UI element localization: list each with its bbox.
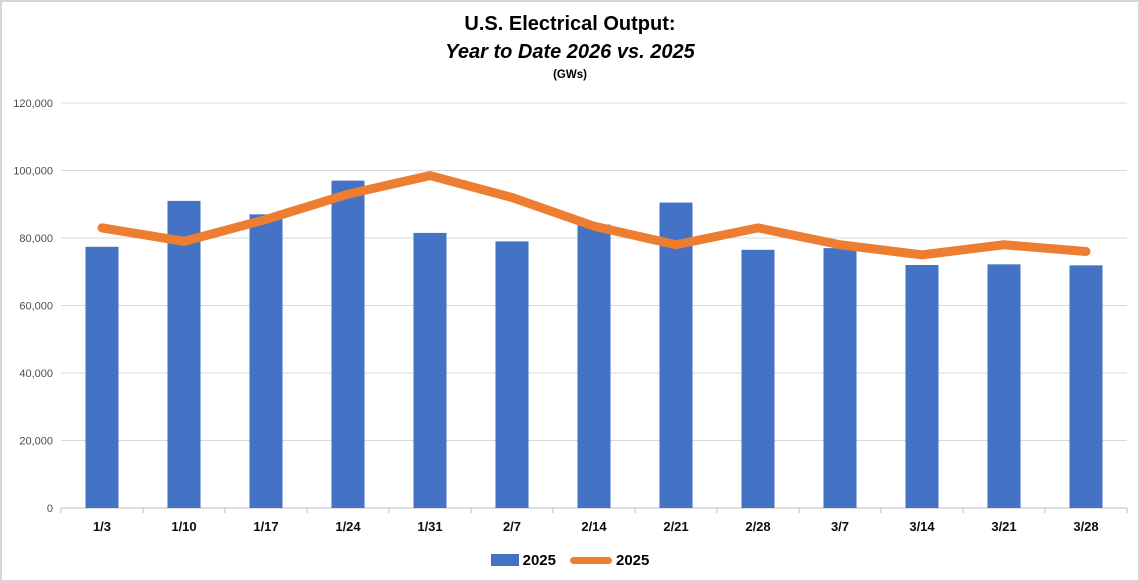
y-axis-label: 80,000	[19, 233, 53, 245]
bar	[905, 265, 939, 508]
bar	[577, 224, 611, 508]
y-axis-label: 40,000	[19, 368, 53, 380]
bar	[85, 246, 119, 508]
x-axis-label: 1/17	[253, 519, 278, 534]
x-axis-label: 2/14	[581, 519, 607, 534]
bar	[413, 232, 447, 508]
legend-label-bar-series: 2025	[522, 551, 556, 569]
bar	[1069, 265, 1103, 508]
legend-item-line-series: 2025	[570, 552, 649, 569]
bar	[249, 214, 283, 508]
bar	[659, 202, 693, 508]
x-axis-label: 3/21	[991, 519, 1016, 534]
bar-series-swatch-icon	[490, 554, 519, 566]
legend-item-bar-series: 2025	[490, 551, 556, 569]
legend-label-line-series: 2025	[616, 551, 650, 569]
chart-legend: 2025 2025	[2, 548, 1138, 572]
y-axis-label: 60,000	[19, 301, 53, 313]
line-series	[97, 171, 1091, 260]
bar	[167, 200, 201, 508]
chart-title: U.S. Electrical Output:	[464, 13, 676, 35]
y-axis-label: 20,000	[19, 436, 53, 448]
x-axis-label: 2/21	[663, 519, 688, 534]
x-axis-label: 3/14	[909, 519, 935, 534]
x-axis-label: 3/7	[831, 519, 849, 534]
chart-subtitle: Year to Date 2026 vs. 2025	[445, 41, 695, 63]
y-axis-label: 0	[47, 503, 53, 515]
chart-units-label: (GWs)	[553, 69, 587, 81]
chart-title-block: U.S. Electrical Output: Year to Date 202…	[2, 12, 1138, 83]
x-axis-label: 1/31	[417, 519, 442, 534]
y-axis-label: 120,000	[13, 98, 53, 110]
x-axis-label: 3/28	[1073, 519, 1098, 534]
bar	[741, 249, 775, 508]
x-axis-label: 1/24	[335, 519, 361, 534]
x-axis-label: 2/7	[503, 519, 521, 534]
bar	[331, 180, 365, 508]
bar	[495, 241, 529, 508]
x-axis-label: 1/3	[93, 519, 111, 534]
y-axis-label: 100,000	[13, 166, 53, 178]
x-axis-label: 2/28	[745, 519, 770, 534]
line-series-swatch-icon	[570, 556, 612, 564]
x-axis-label: 1/10	[171, 519, 196, 534]
bar	[987, 264, 1021, 508]
bar	[823, 248, 857, 508]
